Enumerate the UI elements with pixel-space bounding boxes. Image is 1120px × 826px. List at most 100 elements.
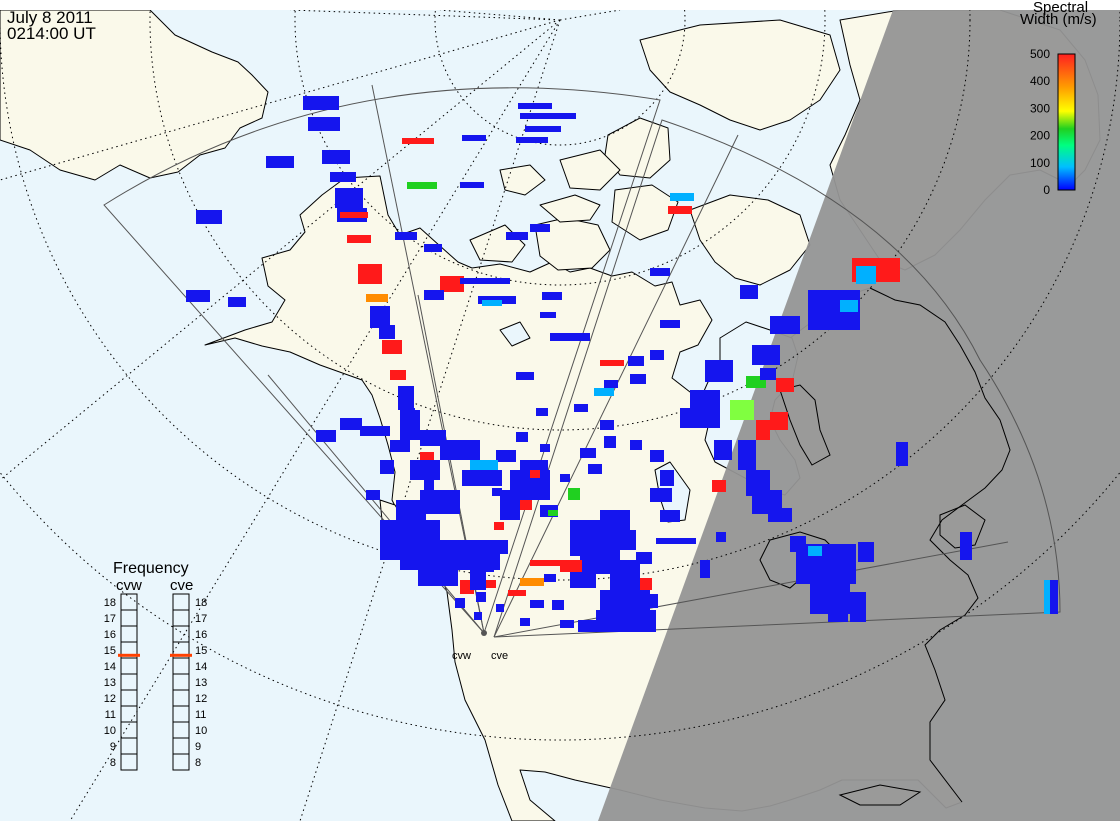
colorbar-tick-label: 400 [1030, 74, 1050, 88]
colorbar-title-line1: Spectral [1033, 0, 1089, 16]
frequency-scale-label: 16 [195, 629, 207, 641]
scatter-cell [540, 444, 550, 452]
scatter-cell [620, 530, 636, 550]
frequency-scale-label: 17 [104, 613, 116, 625]
scatter-cell [668, 206, 692, 214]
scatter-cell [705, 360, 733, 382]
colorbar-tick-label: 300 [1030, 101, 1050, 115]
scatter-cell [850, 592, 866, 622]
arctic-island-c [539, 194, 601, 223]
baffin-island [689, 194, 811, 286]
scatter-cell [716, 532, 726, 542]
scatter-cell [525, 126, 561, 132]
scatter-cell [768, 508, 792, 522]
frequency-scale-label: 12 [104, 693, 116, 705]
scatter-cell [308, 117, 340, 131]
scatter-cell [516, 432, 528, 442]
scatter-cell [858, 542, 874, 562]
scatter-cell [568, 488, 580, 500]
scatter-cell [600, 360, 624, 366]
scatter-cell [470, 460, 498, 470]
scatter-cell [560, 474, 570, 482]
scatter-cell [420, 490, 460, 514]
scatter-cell [228, 297, 246, 307]
scatter-cell [520, 113, 576, 119]
frequency-scale-label: 15 [104, 645, 116, 657]
scatter-cell [628, 594, 658, 608]
scatter-cell [382, 340, 402, 354]
frequency-scale-label: 13 [104, 677, 116, 689]
frequency-scale-cvw [120, 593, 138, 771]
scatter-cell [550, 333, 590, 341]
scatter-cell [610, 560, 640, 590]
colorbar-title-line2: Width (m/s) [1020, 11, 1097, 28]
colorbar-ticks: 500 400 300 200 100 0 [1030, 47, 1050, 197]
scatter-cell [340, 418, 362, 430]
scatter-cell [960, 532, 972, 560]
scatter-cell [1050, 580, 1058, 614]
scatter-cell [620, 566, 636, 574]
colorbar-gradient [1057, 53, 1076, 191]
scatter-cell [420, 430, 446, 446]
scatter-cell [508, 590, 526, 596]
scatter-cell [496, 604, 504, 612]
scatter-cell [756, 420, 770, 440]
frequency-scale-label: 17 [195, 613, 207, 625]
scatter-cell [492, 488, 502, 496]
frequency-scale-label: 11 [105, 709, 116, 721]
scatter-cell [544, 574, 556, 582]
scatter-cell [630, 374, 646, 384]
scatter-cell [486, 580, 496, 588]
night-terminator [598, 10, 1120, 821]
scatter-cell [540, 312, 556, 318]
frequency-panel: 18 17 16 15 14 13 12 11 10 9 8 18 17 16 15 14 13 12 11 10 9 8 [104, 593, 207, 771]
colorbar-tick-label: 100 [1030, 156, 1050, 170]
scatter-cell [730, 400, 754, 420]
scatter-cell [520, 578, 544, 586]
scatter-cell [440, 440, 480, 460]
scatter-cell [520, 500, 532, 510]
scatter-cell [650, 488, 672, 502]
scatter-cell [660, 510, 680, 522]
scatter-cell [896, 442, 908, 466]
scatter-cell [578, 620, 608, 632]
scatter-cell [714, 440, 732, 460]
scatter-cell [594, 388, 614, 396]
scatter-cell [760, 368, 776, 380]
frequency-scale-cve [172, 593, 190, 771]
frequency-radar-label-cve: cve [170, 577, 194, 594]
scatter-cell [496, 450, 516, 462]
scatter-cell [358, 264, 382, 284]
scatter-cell [738, 440, 756, 470]
scatter-cell [322, 150, 350, 164]
scatter-cell [516, 137, 548, 143]
great-bear-lake [499, 321, 531, 347]
frequency-marker-cve [170, 653, 192, 657]
arctic-island-d [559, 149, 621, 191]
siberia-land [0, 10, 269, 181]
scatter-cell [462, 135, 486, 141]
scatter-cell [476, 592, 486, 602]
scatter-cell [530, 560, 570, 566]
frequency-scale-label: 10 [195, 725, 207, 737]
scatter-cell [660, 320, 680, 328]
scatter-cell [650, 268, 670, 276]
scatter-cell [480, 556, 494, 572]
scatter-cell [460, 182, 484, 188]
scatter-cell [494, 522, 504, 530]
frequency-scale-label: 14 [104, 661, 116, 673]
arctic-island-b [611, 184, 679, 241]
frequency-scale-label: 18 [195, 597, 207, 609]
scatter-cell [650, 350, 664, 360]
scatter-cell [370, 306, 390, 328]
scatter-cell [712, 480, 726, 492]
colorbar-tick-label: 200 [1030, 129, 1050, 143]
scatter-cell [842, 550, 854, 562]
scatter-cell [516, 372, 534, 380]
frequency-scale-label: 8 [195, 757, 201, 769]
radar-site-label-cvw: cvw [452, 650, 471, 662]
frequency-scale-label: 8 [110, 757, 116, 769]
scatter-cell [407, 182, 437, 189]
scatter-cell [560, 620, 574, 628]
